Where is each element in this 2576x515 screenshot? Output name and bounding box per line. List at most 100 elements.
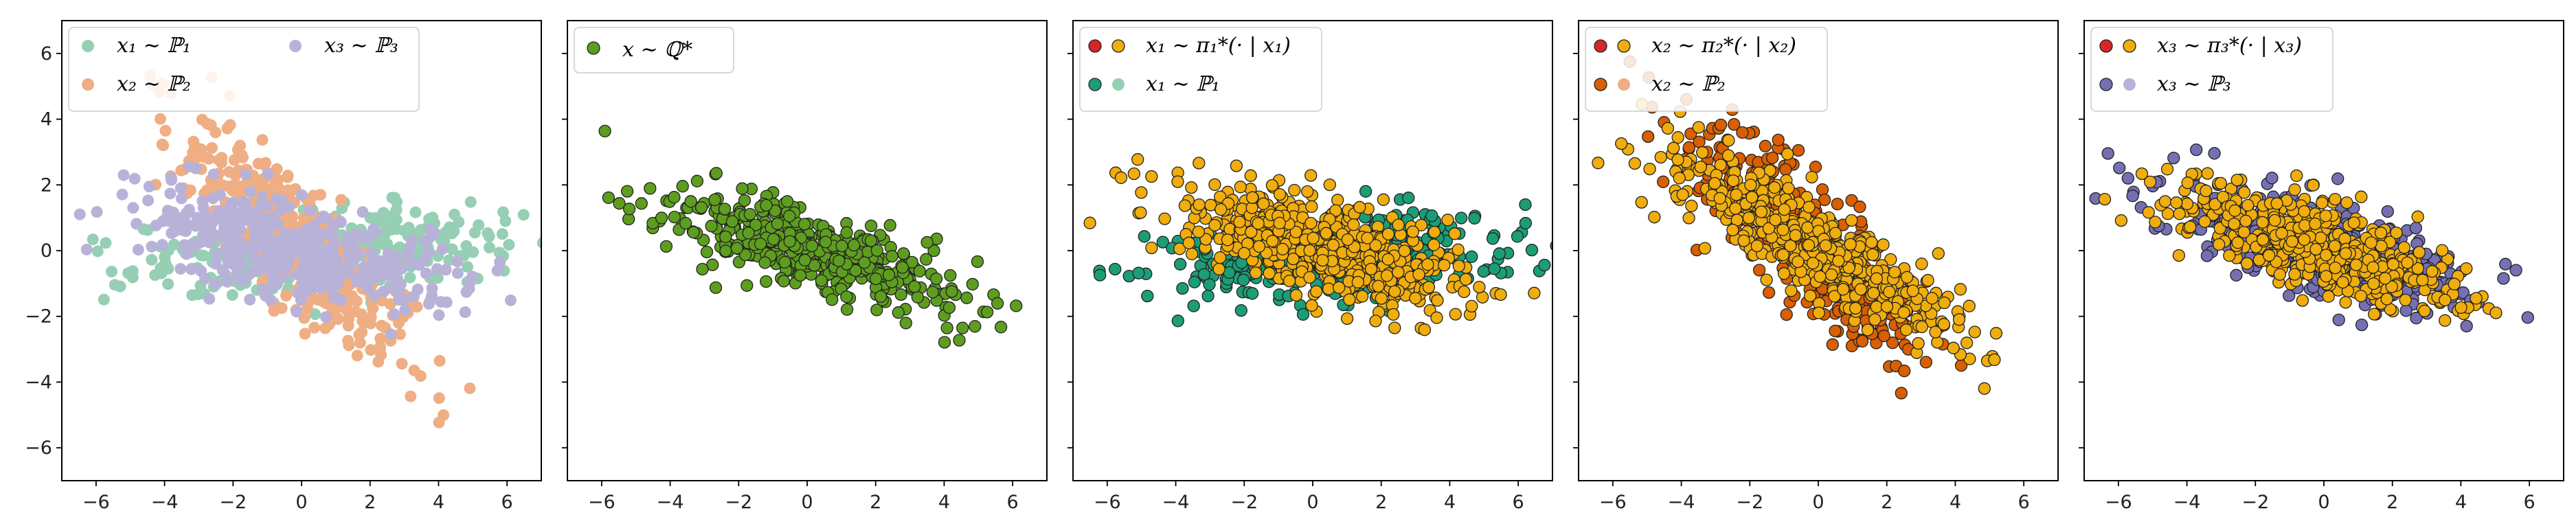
- point-pi_gold: [1246, 191, 1259, 204]
- point-p2_light: [317, 292, 330, 304]
- point-p3_light: [304, 205, 316, 216]
- point-pi_gold: [1884, 253, 1897, 266]
- point-p3_light: [451, 255, 464, 268]
- point-pi_gold: [1750, 239, 1763, 253]
- point-p2_dark: [1831, 197, 1844, 211]
- point-pi_gold: [2397, 241, 2411, 254]
- point-p3_light: [320, 311, 332, 323]
- point-pi_gold: [1849, 301, 1862, 315]
- point-p1_dark: [1538, 258, 1551, 272]
- point-pi_gold: [2339, 247, 2352, 260]
- point-q_star: [798, 253, 811, 267]
- point-pi_gold: [2098, 192, 2112, 206]
- point-p3_light: [271, 193, 283, 205]
- legend-marker: [2123, 78, 2136, 91]
- point-pi_gold: [2367, 277, 2380, 290]
- point-q_star: [778, 255, 791, 269]
- point-p3_light: [420, 267, 432, 279]
- point-q_star: [760, 198, 773, 212]
- point-pi_gold: [2256, 216, 2269, 229]
- point-p3_dark: [2332, 313, 2345, 327]
- point-pi_gold: [1340, 312, 1354, 325]
- point-pi_gold: [1273, 187, 1287, 201]
- x-tick-label: −4: [151, 492, 179, 513]
- point-p1_light: [496, 228, 508, 240]
- point-pi_gold: [1654, 150, 1667, 164]
- point-pi_gold: [2322, 290, 2335, 303]
- point-pi_gold: [2240, 257, 2254, 270]
- point-q_star: [927, 244, 940, 258]
- legend-label: x₃ ∼ π₃*(· | x₃): [2157, 34, 2302, 58]
- point-p3_dark: [2355, 318, 2369, 332]
- point-p3_light: [143, 181, 155, 193]
- point-pi_gold: [2319, 209, 2332, 222]
- x-tick-label: 2: [364, 492, 376, 513]
- point-pi_gold: [1414, 218, 1428, 231]
- point-pi_gold: [1854, 283, 1867, 296]
- x-tick-label: 2: [2386, 492, 2398, 513]
- point-p3_dark: [2167, 151, 2180, 165]
- point-q_star: [738, 194, 752, 207]
- point-p1_dark: [1525, 243, 1539, 257]
- x-tick-label: 6: [501, 492, 513, 513]
- point-pi_gold: [1528, 286, 1541, 299]
- point-p1_dark: [1296, 308, 1310, 321]
- point-p1_light: [464, 196, 477, 208]
- x-tick-label: −4: [1162, 492, 1190, 513]
- point-pi_gold: [1377, 193, 1390, 206]
- point-p3_light: [362, 273, 374, 285]
- point-pi_gold: [1814, 270, 1827, 283]
- point-pi_gold: [1249, 266, 1263, 279]
- legend-marker: [1594, 39, 1607, 53]
- point-p2_light: [280, 290, 292, 302]
- point-pi_gold: [1782, 181, 1795, 195]
- point-p3_light: [384, 259, 396, 271]
- point-p3_light: [174, 263, 187, 275]
- point-pi_gold: [1473, 280, 1486, 294]
- point-q_star: [869, 272, 883, 286]
- point-pi_gold: [2385, 280, 2398, 293]
- point-p1_light: [483, 242, 495, 253]
- point-pi_gold: [2380, 293, 2393, 306]
- point-pi_gold: [1804, 289, 1817, 302]
- point-p2_light: [206, 142, 218, 154]
- point-p3_light: [249, 242, 261, 254]
- point-pi_gold: [1305, 299, 1318, 312]
- point-q_star: [840, 226, 853, 239]
- point-q_star: [926, 286, 939, 299]
- point-pi_gold: [1193, 157, 1206, 170]
- point-p3_light: [199, 273, 212, 285]
- point-pi_gold: [1451, 243, 1465, 256]
- point-pi_gold: [1238, 247, 1251, 260]
- point-pi_gold: [1192, 225, 1205, 238]
- point-p1_dark: [1132, 266, 1145, 279]
- point-q_star: [819, 236, 833, 249]
- point-pi_gold: [2158, 195, 2172, 208]
- point-q_star: [894, 288, 907, 301]
- scatter-points: [598, 124, 1023, 349]
- point-p1_light: [553, 236, 565, 247]
- point-pi_gold: [2231, 236, 2244, 249]
- point-pi_gold: [2347, 216, 2360, 229]
- point-p1_light: [483, 230, 495, 242]
- panel-4: −6 −4 −2 0 2 4 6x₂ ∼ π₂*(· | x₂)x₂ ∼ ℙ₂: [1573, 20, 2059, 513]
- point-pi_gold: [1355, 290, 1369, 303]
- point-p3_light: [185, 262, 198, 275]
- legend-label: x₃ ∼ ℙ₃: [2157, 72, 2231, 96]
- point-q_star: [679, 217, 692, 230]
- point-pi_gold: [1968, 325, 1981, 339]
- point-pi_gold: [2439, 293, 2452, 307]
- point-pi_gold: [1592, 157, 1605, 170]
- point-pi_gold: [2237, 225, 2250, 239]
- legend-marker: [1618, 78, 1630, 91]
- point-p2_dark: [1886, 336, 1899, 350]
- point-p1_light: [462, 261, 473, 273]
- legend-marker: [2099, 39, 2113, 53]
- point-q_star: [783, 209, 796, 222]
- point-pi_gold: [2416, 273, 2429, 287]
- point-pi_gold: [1781, 148, 1794, 161]
- point-pi_gold: [1158, 212, 1171, 225]
- point-p2_dark: [1895, 387, 1908, 400]
- point-p2_dark: [1853, 201, 1866, 214]
- point-pi_gold: [2418, 304, 2431, 317]
